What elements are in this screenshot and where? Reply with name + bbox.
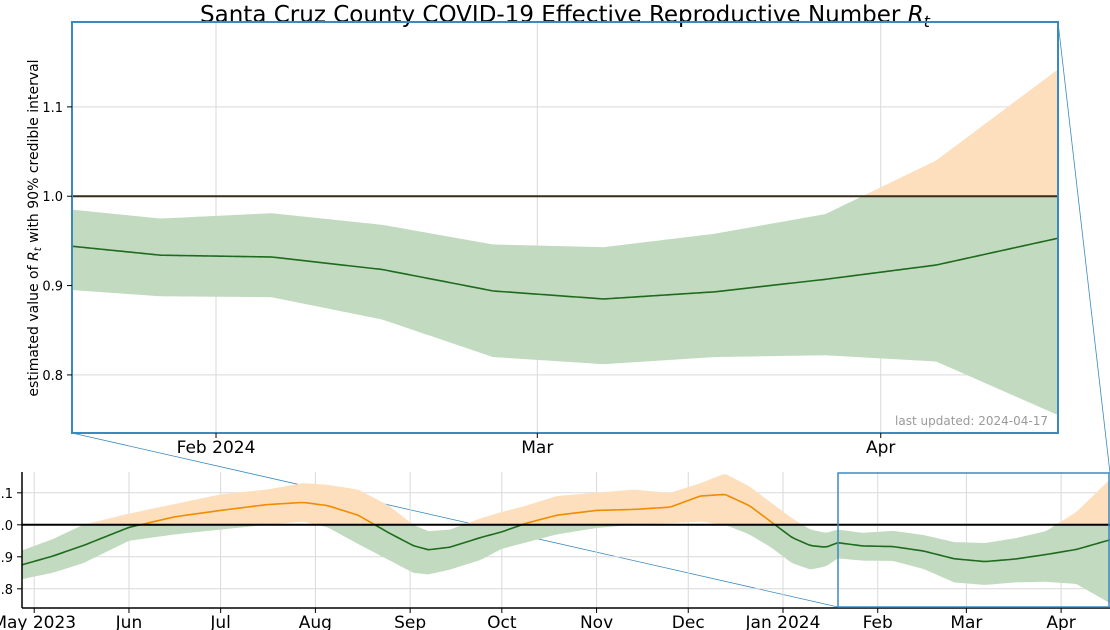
overview-xtick-label: Dec (672, 613, 705, 630)
zoom-connectors (71, 21, 1110, 608)
zoom-connector-left (71, 432, 839, 608)
overview-credible-band-above (22, 473, 1110, 525)
overview-xtick-label: Jan 2024 (745, 613, 821, 630)
overview-median-line-below (774, 524, 1110, 563)
overview-xtick-label: Sep (394, 613, 426, 630)
zoom-ytick-label: 1.0 (42, 190, 63, 205)
overview-median-line-below (22, 524, 141, 566)
overview-credible-band-below (22, 524, 1110, 604)
overview-xtick-label: Feb (863, 613, 893, 630)
zoom-panel-frame (71, 21, 1059, 434)
zoom-credible-band-below (72, 196, 1058, 416)
overview-median-line-above (139, 501, 376, 526)
zoom-ytick-label: 0.9 (42, 280, 63, 295)
overview-plot-area (22, 473, 1110, 604)
overview-xtick-label: Jun (115, 613, 143, 630)
overview-y-ticks: 0.8 0.9 1.0 1.1 (0, 487, 22, 598)
zoom-ytick-label: 1.1 (42, 101, 63, 116)
zoom-xtick-label: Feb 2024 (177, 438, 256, 458)
zoom-y-ticks: 0.8 0.9 1.0 1.1 (42, 101, 72, 384)
overview-median-line-below (374, 524, 523, 551)
overview-xtick-label: Oct (487, 613, 517, 630)
zoom-credible-band-above (72, 69, 1058, 197)
overview-panel: 0.8 0.9 1.0 1.1 May 2023 Jun Jul Aug Sep Oct Nov D… (0, 472, 1110, 630)
overview-grid (22, 472, 1110, 608)
overview-xtick-label: Jul (209, 613, 231, 630)
overview-ytick-label: 0.8 (0, 583, 13, 598)
overview-xtick-label: Apr (1046, 613, 1075, 630)
y-axis-label: estimated value of Rt with 90% credible … (26, 59, 44, 396)
overview-x-ticks: May 2023 Jun Jul Aug Sep Oct Nov Dec Jan 2024 Feb… (0, 608, 1076, 630)
zoom-x-ticks: Feb 2024 Mar Apr (177, 433, 895, 458)
overview-ytick-label: 0.9 (0, 551, 13, 566)
overview-ytick-label: 1.0 (0, 519, 13, 534)
zoom-window-rect (837, 472, 1110, 608)
overview-xtick-label: Mar (950, 613, 982, 630)
zoom-median-line-below (72, 237, 1058, 300)
zoom-xtick-label: Apr (866, 438, 895, 458)
overview-ytick-label: 1.1 (0, 487, 13, 502)
zoom-plot-area (72, 69, 1058, 416)
overview-xtick-label: May 2023 (0, 613, 76, 630)
chart-title: Santa Cruz County COVID-19 Effective Rep… (200, 2, 931, 31)
zoom-connector-right (1057, 21, 1110, 474)
last-updated-annotation: last updated: 2024-04-17 (895, 414, 1048, 428)
zoom-window-indicator (837, 472, 1110, 608)
zoom-xtick-label: Mar (521, 438, 553, 458)
overview-median-line-above (521, 493, 776, 526)
zoom-ytick-label: 0.8 (42, 369, 63, 384)
overview-xtick-label: Nov (580, 613, 613, 630)
overview-xtick-label: Aug (299, 613, 332, 630)
zoom-panel: 0.8 0.9 1.0 1.1 Feb 2024 Mar Apr estimated va… (26, 21, 1059, 458)
